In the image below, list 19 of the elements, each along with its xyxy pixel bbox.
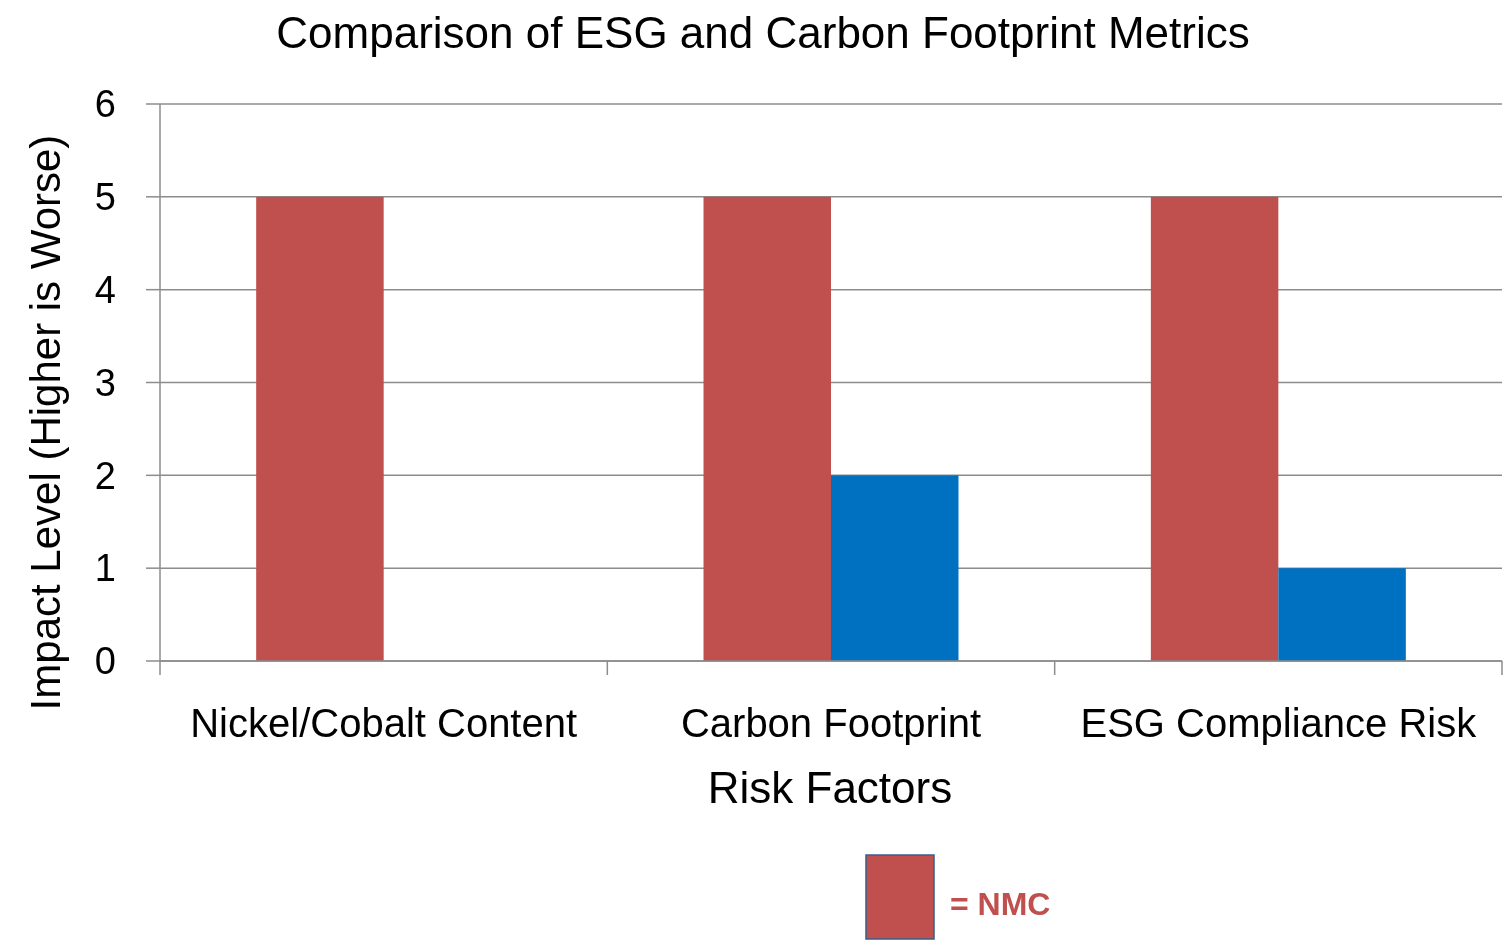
bar	[256, 196, 384, 661]
y-tick-label: 0	[94, 640, 116, 683]
y-tick-label: 3	[94, 361, 116, 404]
text: = NMC	[950, 886, 1051, 922]
x-tick-label: Nickel/Cobalt Content	[190, 701, 578, 745]
y-axis-title: Impact Level (Higher is Worse)	[22, 134, 69, 711]
y-tick-label: 4	[94, 268, 116, 311]
bar	[703, 196, 831, 661]
y-tick-label: 2	[94, 454, 116, 497]
bar	[831, 475, 959, 661]
x-tick-label: Carbon Footprint	[680, 701, 982, 745]
bar	[1150, 196, 1279, 661]
y-tick-label: 1	[94, 547, 116, 590]
bar	[1278, 568, 1406, 661]
x-tick-label: ESG Compliance Risk	[1080, 701, 1478, 745]
y-tick-label: 6	[94, 83, 116, 126]
x-axis-title: Risk Factors	[707, 763, 953, 812]
chart-title: Comparison of ESG and Carbon Footprint Metrics	[276, 8, 1250, 57]
y-tick-label: 5	[94, 176, 116, 219]
